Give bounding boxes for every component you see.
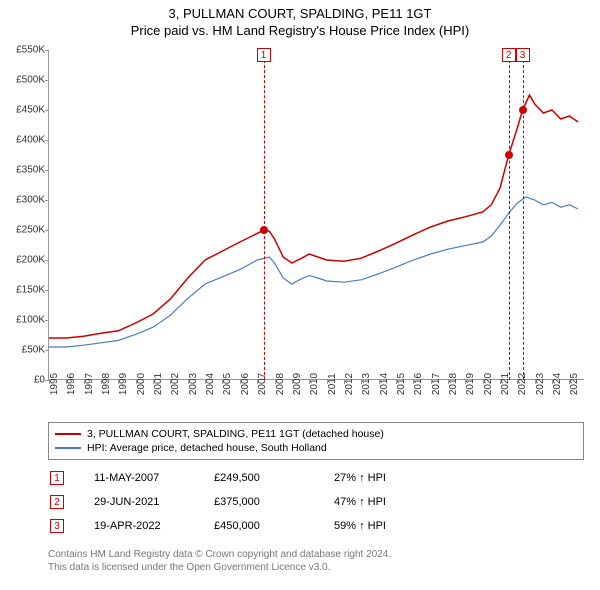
x-axis-tick-label: 1999 <box>118 373 129 395</box>
sale-marker-line <box>509 50 510 380</box>
x-axis-tick-label: 2005 <box>222 373 233 395</box>
x-axis-tick-label: 2020 <box>483 373 494 395</box>
x-axis-tick-label: 2018 <box>448 373 459 395</box>
chart-svg <box>49 50 585 380</box>
x-axis-tick-label: 2000 <box>136 373 147 395</box>
sale-row: 229-JUN-2021£375,00047% ↑ HPI <box>48 490 584 514</box>
x-axis-tick-label: 2002 <box>170 373 181 395</box>
y-axis-tick-label: £150K <box>1 285 45 296</box>
x-axis-tick-label: 2025 <box>569 373 580 395</box>
sale-row: 111-MAY-2007£249,50027% ↑ HPI <box>48 466 584 490</box>
x-axis-tick-label: 2012 <box>344 373 355 395</box>
series-line <box>49 95 578 338</box>
legend-label: 3, PULLMAN COURT, SPALDING, PE11 1GT (de… <box>87 428 384 440</box>
sale-marker-line <box>264 50 265 380</box>
x-axis-tick-label: 2006 <box>240 373 251 395</box>
legend-swatch <box>55 433 81 435</box>
legend-item: 3, PULLMAN COURT, SPALDING, PE11 1GT (de… <box>55 427 577 441</box>
y-axis-tick-label: £350K <box>1 165 45 176</box>
x-axis-tick-label: 2019 <box>465 373 476 395</box>
legend-item: HPI: Average price, detached house, Sout… <box>55 441 577 455</box>
y-axis-tick-label: £500K <box>1 75 45 86</box>
x-axis-tick-label: 1995 <box>49 373 60 395</box>
legend: 3, PULLMAN COURT, SPALDING, PE11 1GT (de… <box>48 422 584 460</box>
sale-row-marker: 1 <box>50 471 64 485</box>
x-axis-tick-label: 1998 <box>101 373 112 395</box>
y-axis-tick-label: £0 <box>1 375 45 386</box>
y-axis-tick-label: £50K <box>1 345 45 356</box>
footer-line1: Contains HM Land Registry data © Crown c… <box>48 548 584 561</box>
legend-label: HPI: Average price, detached house, Sout… <box>87 442 327 454</box>
x-axis-tick-label: 2009 <box>292 373 303 395</box>
sale-row-marker: 2 <box>50 495 64 509</box>
sale-row-marker: 3 <box>50 519 64 533</box>
y-axis-tick-label: £450K <box>1 105 45 116</box>
series-line <box>49 197 578 347</box>
x-axis-tick-label: 2010 <box>309 373 320 395</box>
title-address: 3, PULLMAN COURT, SPALDING, PE11 1GT <box>0 6 600 21</box>
x-axis-tick-label: 2003 <box>188 373 199 395</box>
x-axis-tick-label: 2014 <box>379 373 390 395</box>
chart-container: 3, PULLMAN COURT, SPALDING, PE11 1GT Pri… <box>0 0 600 590</box>
x-axis-tick-label: 1996 <box>66 373 77 395</box>
sales-table: 111-MAY-2007£249,50027% ↑ HPI229-JUN-202… <box>48 466 584 538</box>
footer-attribution: Contains HM Land Registry data © Crown c… <box>48 548 584 574</box>
y-axis-tick-label: £400K <box>1 135 45 146</box>
y-axis-tick-label: £100K <box>1 315 45 326</box>
sale-marker-label: 1 <box>257 48 271 62</box>
sale-pct-vs-hpi: 59% ↑ HPI <box>334 520 454 532</box>
sale-marker-line <box>523 50 524 380</box>
legend-swatch <box>55 447 81 449</box>
x-axis-tick-label: 2008 <box>275 373 286 395</box>
sale-date: 11-MAY-2007 <box>64 472 214 484</box>
sale-data-point <box>260 226 268 234</box>
y-axis-tick-label: £250K <box>1 225 45 236</box>
x-axis-tick-label: 2023 <box>535 373 546 395</box>
title-block: 3, PULLMAN COURT, SPALDING, PE11 1GT Pri… <box>0 0 600 38</box>
y-axis-tick-label: £300K <box>1 195 45 206</box>
x-axis-tick-label: 2016 <box>413 373 424 395</box>
x-axis-tick-label: 1997 <box>84 373 95 395</box>
title-subtitle: Price paid vs. HM Land Registry's House … <box>0 23 600 38</box>
sale-data-point <box>505 151 513 159</box>
x-axis-tick-label: 2024 <box>552 373 563 395</box>
y-axis-tick-label: £200K <box>1 255 45 266</box>
sale-date: 19-APR-2022 <box>64 520 214 532</box>
sale-price: £450,000 <box>214 520 334 532</box>
y-axis-tick-label: £550K <box>1 45 45 56</box>
x-axis-tick-label: 2017 <box>431 373 442 395</box>
sale-marker-label: 2 <box>502 48 516 62</box>
x-axis-tick-label: 2013 <box>361 373 372 395</box>
x-axis-tick-label: 2004 <box>205 373 216 395</box>
sale-price: £375,000 <box>214 496 334 508</box>
sale-date: 29-JUN-2021 <box>64 496 214 508</box>
x-axis-tick-label: 2001 <box>153 373 164 395</box>
sale-data-point <box>519 106 527 114</box>
x-axis-tick-label: 2011 <box>327 373 338 395</box>
sale-pct-vs-hpi: 47% ↑ HPI <box>334 496 454 508</box>
sale-marker-label: 3 <box>516 48 530 62</box>
footer-line2: This data is licensed under the Open Gov… <box>48 561 584 574</box>
x-axis-tick-label: 2015 <box>396 373 407 395</box>
sale-price: £249,500 <box>214 472 334 484</box>
sale-row: 319-APR-2022£450,00059% ↑ HPI <box>48 514 584 538</box>
chart-plot-area: £0£50K£100K£150K£200K£250K£300K£350K£400… <box>48 50 584 380</box>
sale-pct-vs-hpi: 27% ↑ HPI <box>334 472 454 484</box>
